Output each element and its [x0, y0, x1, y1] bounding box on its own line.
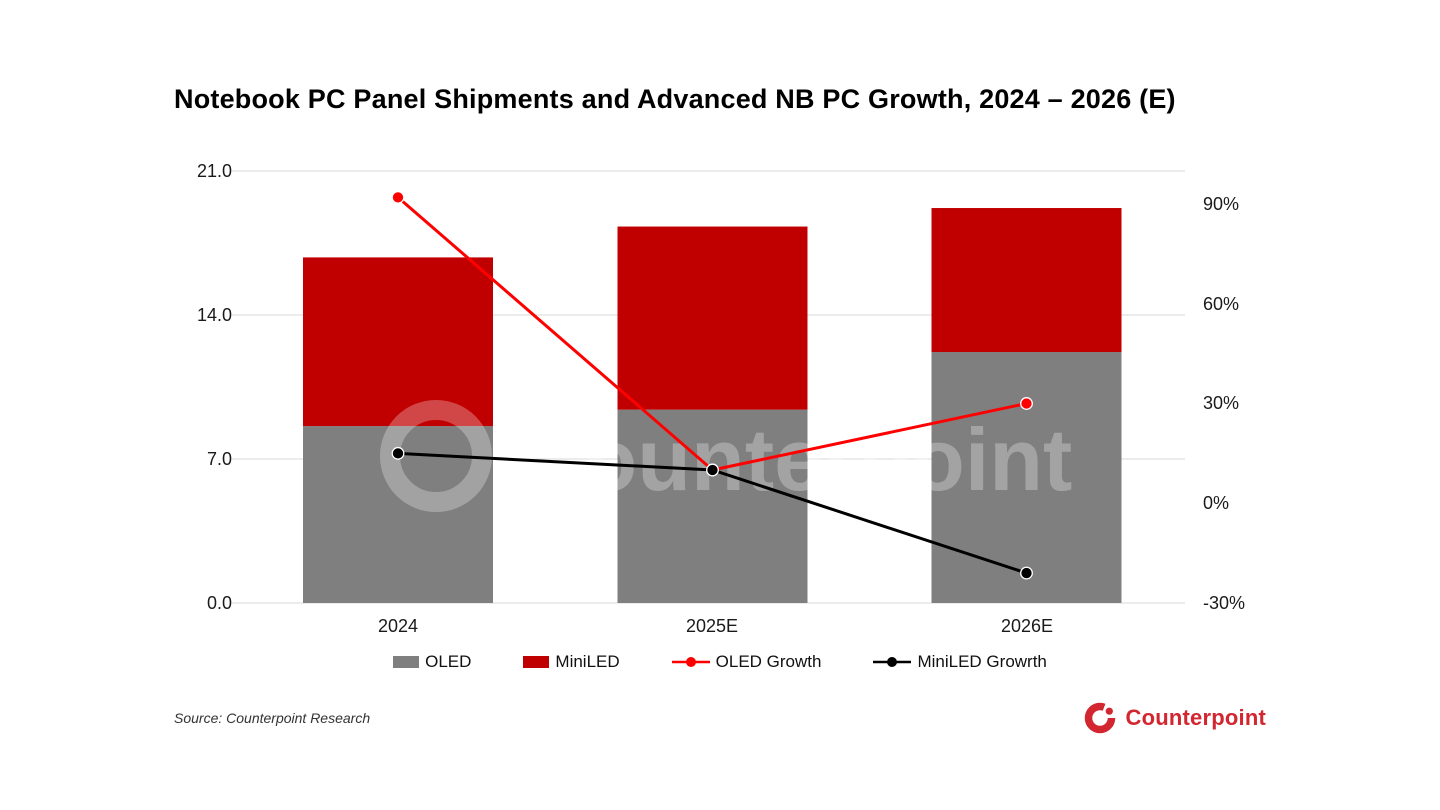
miniled-growth-line-icon [873, 657, 912, 667]
legend-label-miniled-growth: MiniLED Growrth [917, 652, 1047, 671]
oled-swatch-icon [393, 656, 420, 668]
right-axis-tick: -30% [1203, 593, 1246, 613]
legend-label-oled: OLED [425, 652, 472, 671]
source-note: Source: Counterpoint Research [174, 710, 371, 726]
miniled-swatch-icon [523, 656, 550, 668]
line-miniled-growrth [391, 446, 1033, 580]
legend-item-oled-growth: OLED Growth [671, 652, 822, 672]
chart-title: Notebook PC Panel Shipments and Advanced… [174, 84, 1176, 114]
legend-item-miniled: MiniLED [523, 652, 620, 672]
right-axis-tick: 60% [1203, 294, 1240, 314]
legend-label-miniled: MiniLED [555, 652, 620, 671]
data-point-marker [706, 463, 719, 477]
counterpoint-logo-icon [1084, 702, 1115, 734]
data-point-marker [1020, 397, 1033, 410]
brand-name: Counterpoint [1125, 705, 1266, 730]
svg-text:Counterpoint: Counterpoint [520, 410, 1072, 509]
data-point-marker [391, 446, 405, 460]
bar-miniled-2026e [931, 208, 1122, 353]
watermark: Counterpoint [380, 400, 1072, 512]
data-point-marker [391, 190, 405, 204]
bar-miniled-2024 [303, 257, 493, 427]
bar-oled-2025e [617, 409, 808, 603]
bar-miniled-2025e [617, 226, 808, 410]
right-axis-tick: 0% [1203, 493, 1230, 513]
legend-item-miniled-growth: MiniLED Growrth [873, 652, 1047, 672]
left-axis-tick: 7.0 [206, 449, 232, 469]
x-axis-label-2026e: 2026E [1000, 616, 1054, 636]
legend-item-oled: OLED [393, 652, 471, 672]
brand-logo: Counterpoint [1082, 700, 1266, 736]
data-point-marker [1020, 566, 1033, 580]
right-axis-tick: 30% [1203, 393, 1240, 413]
oled-growth-line-icon [671, 657, 710, 667]
legend: OLED MiniLED OLED Growth MiniLED Growrth [0, 652, 1440, 672]
bar-oled-2026e [931, 352, 1122, 603]
right-axis-tick: 90% [1203, 194, 1240, 214]
x-axis-label-2025e: 2025E [685, 616, 739, 636]
x-axis-label-2024: 2024 [377, 616, 419, 636]
left-axis-tick: 0.0 [206, 593, 232, 613]
left-axis-tick: 21.0 [196, 161, 232, 181]
legend-label-oled-growth: OLED Growth [715, 652, 822, 671]
left-axis-tick: 14.0 [196, 305, 232, 325]
